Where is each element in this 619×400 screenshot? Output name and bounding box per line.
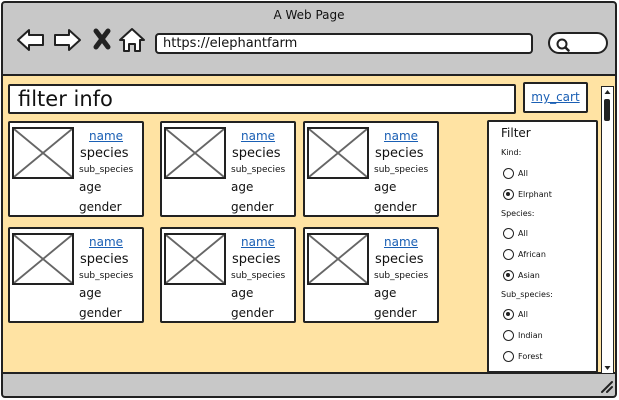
page-content: filter info my_cart name species sub_speci…: [3, 74, 615, 374]
forward-button[interactable]: [52, 25, 82, 55]
arrow-left-icon: [17, 29, 44, 51]
sub-species-option-forest[interactable]: Forest: [503, 350, 543, 364]
card-species: species: [375, 252, 424, 267]
close-icon: [93, 28, 111, 50]
filter-info-input[interactable]: filter info: [8, 84, 516, 114]
arrow-right-icon: [54, 29, 81, 51]
back-button[interactable]: [16, 25, 46, 55]
scroll-down-button[interactable]: [602, 363, 613, 373]
card-sub-species: sub_species: [374, 271, 429, 281]
address-bar[interactable]: https://elephantfarm: [155, 33, 533, 54]
card-age: age: [374, 286, 397, 300]
species-option-african[interactable]: African: [503, 248, 546, 262]
card-sub-species: sub_species: [231, 165, 286, 175]
card-age: age: [79, 180, 102, 194]
search-icon: [556, 38, 570, 52]
card-gender: gender: [79, 200, 122, 214]
species-label: Species:: [501, 209, 535, 218]
card-gender: gender: [231, 306, 274, 320]
window-title: A Web Page: [273, 8, 345, 22]
card-sub-species: sub_species: [79, 271, 134, 281]
card-sub-species: sub_species: [374, 165, 429, 175]
card-age: age: [231, 286, 254, 300]
radio-icon: [503, 228, 514, 239]
triangle-down-icon: [604, 366, 611, 370]
radio-icon: [503, 309, 514, 320]
card-age: age: [79, 286, 102, 300]
card-species: species: [375, 146, 424, 161]
image-placeholder-icon: [307, 233, 369, 285]
radio-icon: [503, 330, 514, 341]
sub-species-label: Sub_species:: [501, 290, 553, 299]
search-box[interactable]: [548, 32, 608, 54]
radio-icon: [503, 189, 514, 200]
resize-handle[interactable]: [599, 379, 613, 393]
image-placeholder-icon: [12, 233, 74, 285]
vertical-scrollbar[interactable]: [601, 86, 614, 374]
card-age: age: [231, 180, 254, 194]
radio-icon: [503, 351, 514, 362]
card-species: species: [80, 146, 129, 161]
image-placeholder-icon: [12, 127, 74, 179]
card-name-link[interactable]: name: [383, 129, 419, 143]
stop-button[interactable]: [90, 25, 120, 55]
card-sub-species: sub_species: [79, 165, 134, 175]
image-placeholder-icon: [164, 233, 226, 285]
card-species: species: [232, 146, 281, 161]
my-cart-link[interactable]: my_cart: [523, 82, 588, 113]
card-sub-species: sub_species: [231, 271, 286, 281]
card-name-link[interactable]: name: [240, 235, 276, 249]
radio-icon: [503, 270, 514, 281]
card-species: species: [232, 252, 281, 267]
card-gender: gender: [79, 306, 122, 320]
card-species: species: [80, 252, 129, 267]
kind-option-all[interactable]: All: [503, 167, 528, 181]
sub-species-option-indian[interactable]: Indian: [503, 329, 543, 343]
home-button[interactable]: [117, 25, 147, 55]
card-gender: gender: [231, 200, 274, 214]
sub-species-option-all[interactable]: All: [503, 308, 528, 322]
radio-icon: [503, 168, 514, 179]
radio-icon: [503, 249, 514, 260]
species-option-all[interactable]: All: [503, 227, 528, 241]
filter-panel: Filter Kind: All Elrphant Species: All A…: [487, 120, 598, 373]
card-name-link[interactable]: name: [88, 129, 124, 143]
scrollbar-thumb[interactable]: [604, 99, 610, 121]
scroll-up-button[interactable]: [602, 87, 613, 97]
filter-title: Filter: [501, 126, 531, 140]
card-name-link[interactable]: name: [240, 129, 276, 143]
card-age: age: [374, 180, 397, 194]
home-icon: [119, 28, 145, 52]
species-option-asian[interactable]: Asian: [503, 269, 540, 283]
card-name-link[interactable]: name: [88, 235, 124, 249]
resize-grip-icon: [601, 381, 613, 393]
card-name-link[interactable]: name: [383, 235, 419, 249]
image-placeholder-icon: [307, 127, 369, 179]
card-gender: gender: [374, 200, 417, 214]
kind-option-elephant[interactable]: Elrphant: [503, 188, 552, 202]
image-placeholder-icon: [164, 127, 226, 179]
kind-label: Kind:: [501, 148, 522, 157]
triangle-up-icon: [604, 90, 611, 94]
card-gender: gender: [374, 306, 417, 320]
